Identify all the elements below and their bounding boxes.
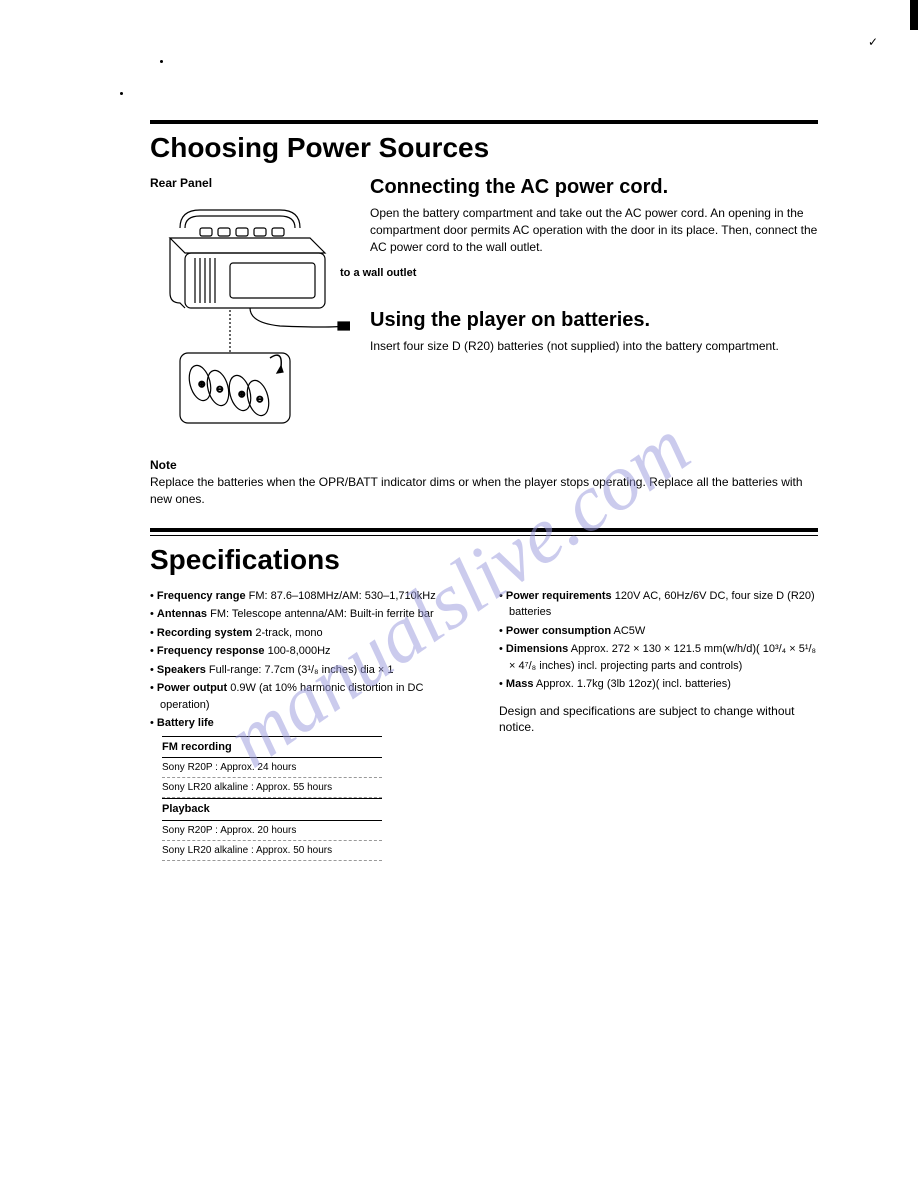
spec-item: Frequency response 100-8,000Hz xyxy=(150,643,469,660)
spec-right-col: Power requirements 120V AC, 60Hz/6V DC, … xyxy=(499,588,818,861)
spec-item: Mass Approx. 1.7kg (3lb 12oz)( incl. bat… xyxy=(499,676,818,693)
diagram-column: Rear Panel xyxy=(150,176,350,438)
svg-text:⊕: ⊕ xyxy=(198,379,206,389)
power-text-column: Connecting the AC power cord. Open the b… xyxy=(370,176,818,438)
note-body: Replace the batteries when the OPR/BATT … xyxy=(150,474,818,508)
battery-table-row: Sony LR20 alkaline : Approx. 50 hours xyxy=(162,841,382,861)
svg-text:⊕: ⊕ xyxy=(238,389,246,399)
spec-item: Speakers Full-range: 7.7cm (3¹/₈ inches)… xyxy=(150,662,469,679)
spec-item: Power requirements 120V AC, 60Hz/6V DC, … xyxy=(499,588,818,621)
battery-table-row: Sony R20P : Approx. 24 hours xyxy=(162,758,382,778)
rear-panel-diagram: ⊕ ⊖ ⊕ ⊖ xyxy=(150,198,350,428)
power-layout: Rear Panel xyxy=(150,176,818,438)
svg-text:⊖: ⊖ xyxy=(256,394,264,404)
document-page: Choosing Power Sources Rear Panel xyxy=(0,0,918,911)
note-label: Note xyxy=(150,458,818,472)
wall-outlet-caption: to a wall outlet xyxy=(340,267,818,279)
section-divider xyxy=(150,120,818,124)
ac-body: Open the battery compartment and take ou… xyxy=(370,205,818,255)
ac-heading: Connecting the AC power cord. xyxy=(370,176,818,199)
battery-table-row: Sony LR20 alkaline : Approx. 55 hours xyxy=(162,778,382,798)
battery-table-header: Playback xyxy=(162,798,382,821)
spec-item: Recording system 2-track, mono xyxy=(150,625,469,642)
spec-left-col: Frequency range FM: 87.6–108MHz/AM: 530–… xyxy=(150,588,469,861)
battery-life-table: FM recording Sony R20P : Approx. 24 hour… xyxy=(162,736,382,861)
rear-panel-label: Rear Panel xyxy=(150,176,350,190)
spec-item: Battery life xyxy=(150,715,469,732)
spec-item: Dimensions Approx. 272 × 130 × 121.5 mm(… xyxy=(499,641,818,674)
section-title-specs: Specifications xyxy=(150,544,818,576)
spec-columns: Frequency range FM: 87.6–108MHz/AM: 530–… xyxy=(150,588,818,861)
spec-item: Power consumption AC5W xyxy=(499,623,818,640)
battery-table-row: Sony R20P : Approx. 20 hours xyxy=(162,821,382,841)
spec-disclaimer: Design and specifications are subject to… xyxy=(499,703,818,737)
section-divider xyxy=(150,528,818,536)
battery-body: Insert four size D (R20) batteries (not … xyxy=(370,338,818,355)
battery-heading: Using the player on batteries. xyxy=(370,309,818,332)
spec-item: Power output 0.9W (at 10% harmonic disto… xyxy=(150,680,469,713)
battery-table-header: FM recording xyxy=(162,736,382,759)
section-title-power: Choosing Power Sources xyxy=(150,132,818,164)
svg-text:⊖: ⊖ xyxy=(216,384,224,394)
spec-item: Antennas FM: Telescope antenna/AM: Built… xyxy=(150,606,469,623)
spec-item: Frequency range FM: 87.6–108MHz/AM: 530–… xyxy=(150,588,469,605)
